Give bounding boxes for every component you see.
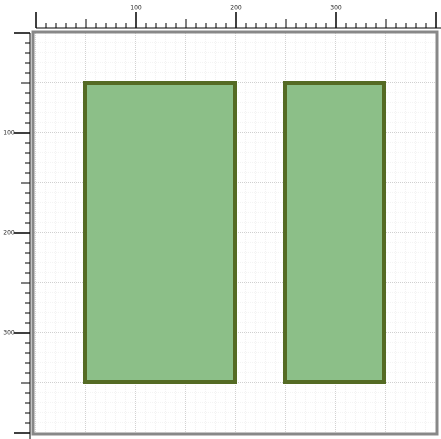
left-ruler: 100 200 300	[3, 32, 31, 439]
ruler-label: 100	[3, 130, 15, 137]
ruler-label: 300	[3, 330, 15, 337]
rectangle-shape[interactable]	[83, 81, 237, 384]
ruler-label: 200	[3, 230, 15, 237]
top-ruler: 100 200 300	[35, 5, 441, 29]
canvas[interactable]	[31, 30, 439, 436]
ruler-label: 100	[130, 5, 142, 12]
ruler-label: 200	[230, 5, 242, 12]
ruler-label: 300	[330, 5, 342, 12]
rectangle-shape[interactable]	[283, 81, 386, 384]
canvas-border	[31, 30, 439, 436]
